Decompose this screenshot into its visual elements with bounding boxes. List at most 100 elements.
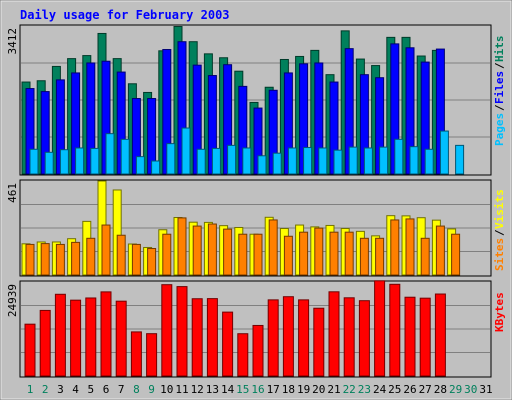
bar-pages-day-29 <box>455 144 465 175</box>
bar-kbytes-day-10 <box>161 284 173 377</box>
bar-marks <box>21 26 465 377</box>
bar-sites-day-8 <box>131 243 141 276</box>
bar-kbytes-day-19 <box>298 299 310 377</box>
bar-sites-day-23 <box>359 237 369 276</box>
bar-sites-day-4 <box>71 241 81 276</box>
bar-pages-day-26 <box>409 146 419 175</box>
x-tick-label-day-24: 24 <box>373 383 387 396</box>
legend-label-pages: Pages <box>493 113 506 146</box>
legend-separator: / <box>493 62 506 69</box>
bar-pages-day-16 <box>257 155 267 175</box>
y-axis-max-label: 3412 <box>6 28 19 55</box>
x-tick-label-day-31: 31 <box>479 383 492 396</box>
bar-pages-day-21 <box>333 149 343 175</box>
y-axis-max-label: 24939 <box>6 284 19 317</box>
bar-kbytes-day-20 <box>313 307 325 377</box>
bar-kbytes-day-16 <box>252 324 264 377</box>
bar-pages-day-12 <box>196 148 206 175</box>
bar-sites-day-12 <box>192 225 202 276</box>
bar-kbytes-day-26 <box>404 296 416 377</box>
bar-sites-day-9 <box>147 247 157 276</box>
bar-pages-day-3 <box>59 149 69 175</box>
bar-pages-day-19 <box>303 147 313 175</box>
bar-kbytes-day-22 <box>343 297 355 377</box>
y-axis-max-label: 461 <box>6 183 19 203</box>
bar-pages-day-4 <box>75 147 85 175</box>
bar-kbytes-day-14 <box>222 311 234 377</box>
bar-kbytes-day-24 <box>374 280 386 377</box>
bar-pages-day-22 <box>348 146 358 175</box>
bar-pages-day-18 <box>287 147 297 175</box>
x-tick-label-day-22: 22 <box>343 383 356 396</box>
x-tick-label-day-16: 16 <box>251 383 264 396</box>
x-tick-label-day-13: 13 <box>206 383 219 396</box>
bar-pages-day-25 <box>394 138 404 175</box>
legend-label-sites: Sites <box>493 238 506 271</box>
bar-pages-day-14 <box>227 144 237 175</box>
x-tick-label-day-3: 3 <box>57 383 64 396</box>
x-tick-label-day-15: 15 <box>236 383 249 396</box>
x-tick-label-day-14: 14 <box>221 383 235 396</box>
bar-kbytes-day-25 <box>389 283 401 377</box>
bar-sites-day-5 <box>86 237 96 276</box>
bar-sites-day-20 <box>314 227 324 276</box>
bar-pages-day-13 <box>211 147 221 175</box>
x-tick-label-day-1: 1 <box>27 383 34 396</box>
bar-sites-day-18 <box>283 235 293 276</box>
bar-sites-day-26 <box>405 218 415 276</box>
bar-sites-day-7 <box>116 234 126 276</box>
x-tick-label-day-23: 23 <box>358 383 371 396</box>
bar-sites-day-15 <box>238 233 248 276</box>
bar-pages-day-15 <box>242 147 252 175</box>
bar-kbytes-day-8 <box>130 331 142 377</box>
bar-kbytes-day-13 <box>206 298 218 377</box>
x-tick-label-day-30: 30 <box>464 383 477 396</box>
x-tick-label-day-28: 28 <box>434 383 447 396</box>
bar-sites-day-19 <box>299 231 309 276</box>
bar-sites-day-29 <box>451 233 461 276</box>
bar-kbytes-day-3 <box>54 293 66 377</box>
x-tick-label-day-7: 7 <box>118 383 125 396</box>
bar-pages-day-9 <box>151 160 161 175</box>
bar-pages-day-27 <box>424 148 434 175</box>
bar-kbytes-day-15 <box>237 333 249 377</box>
bar-pages-day-1 <box>29 148 39 175</box>
bar-sites-day-14 <box>223 228 233 276</box>
bar-kbytes-day-6 <box>100 291 112 377</box>
x-tick-label-day-29: 29 <box>449 383 462 396</box>
bar-sites-day-1 <box>25 243 35 276</box>
bar-sites-day-17 <box>268 219 278 276</box>
bar-sites-day-10 <box>162 233 172 276</box>
bar-pages-day-23 <box>363 147 373 175</box>
bar-pages-day-7 <box>120 138 130 175</box>
bar-sites-day-2 <box>40 243 50 276</box>
bar-kbytes-day-1 <box>24 323 36 377</box>
bar-pages-day-6 <box>105 133 115 175</box>
bar-kbytes-day-23 <box>358 300 370 377</box>
bar-sites-day-27 <box>420 237 430 276</box>
bar-kbytes-day-27 <box>419 297 431 377</box>
bar-sites-day-11 <box>177 217 187 276</box>
bar-pages-day-10 <box>166 143 176 175</box>
bar-sites-day-24 <box>375 237 385 276</box>
bar-sites-day-21 <box>329 231 339 276</box>
bar-kbytes-day-2 <box>39 309 51 377</box>
bar-kbytes-day-4 <box>70 299 82 377</box>
x-tick-label-day-18: 18 <box>282 383 295 396</box>
x-tick-label-day-4: 4 <box>72 383 79 396</box>
bar-pages-day-28 <box>439 130 449 175</box>
bar-kbytes-day-21 <box>328 291 340 377</box>
legend-label-files: Files <box>493 71 506 104</box>
bar-pages-day-17 <box>272 152 282 175</box>
bar-pages-day-8 <box>135 156 145 175</box>
x-tick-label-day-6: 6 <box>103 383 110 396</box>
x-tick-label-day-12: 12 <box>191 383 204 396</box>
bar-kbytes-day-12 <box>191 298 203 377</box>
x-tick-label-day-9: 9 <box>148 383 155 396</box>
bar-kbytes-day-11 <box>176 286 188 377</box>
x-tick-label-day-27: 27 <box>419 383 432 396</box>
bar-sites-day-13 <box>207 223 217 276</box>
bar-sites-day-22 <box>344 231 354 276</box>
